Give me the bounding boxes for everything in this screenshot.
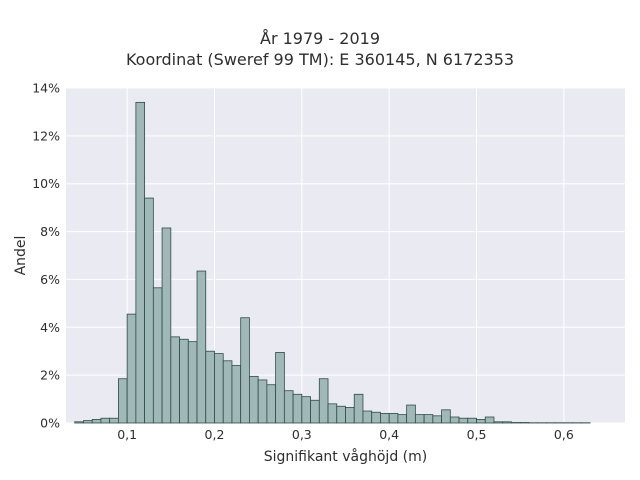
y-tick-label: 0%	[40, 416, 60, 431]
chart-title: År 1979 - 2019	[260, 29, 380, 48]
histogram-bar	[257, 379, 268, 424]
histogram-bar	[205, 350, 215, 424]
x-tick-label: 0,4	[379, 427, 399, 442]
y-tick-label: 14%	[32, 81, 60, 96]
histogram-bar	[161, 227, 172, 424]
histogram-bar	[118, 378, 128, 424]
x-tick-label: 0,6	[554, 427, 574, 442]
histogram-bar	[126, 313, 137, 424]
histogram-bar	[144, 197, 154, 424]
x-tick-label: 0,2	[205, 427, 225, 442]
histogram-bar	[432, 415, 442, 424]
histogram-bar	[301, 396, 311, 424]
histogram-bar	[467, 417, 477, 424]
histogram-bar	[83, 420, 93, 424]
histogram-bar	[423, 414, 434, 424]
histogram-bar	[318, 378, 329, 424]
histogram-bar	[266, 384, 277, 424]
histogram-bar	[353, 393, 364, 424]
histogram-bar	[441, 409, 451, 424]
chart-subtitle: Koordinat (Sweref 99 TM): E 360145, N 61…	[125, 50, 515, 69]
histogram-bar	[292, 393, 303, 424]
histogram-bar	[91, 419, 102, 424]
histogram-bar	[283, 390, 294, 424]
y-axis-label: Andel	[13, 236, 29, 276]
gridlines	[66, 87, 625, 424]
histogram-bar	[231, 365, 242, 424]
histogram-bar	[275, 352, 285, 424]
histogram-bar	[380, 413, 390, 424]
histogram-bar	[310, 399, 320, 424]
histogram-bar	[414, 414, 425, 424]
histogram-bar	[152, 287, 163, 424]
histogram-bar	[502, 421, 512, 424]
histogram-bar	[74, 421, 84, 424]
histogram-bar	[135, 101, 146, 424]
histogram-bar	[222, 360, 233, 424]
histogram-bar	[187, 341, 198, 424]
histogram-bar	[109, 417, 119, 424]
histogram-bar	[100, 417, 111, 424]
histogram-bar	[493, 421, 504, 424]
histogram-bar	[476, 419, 486, 424]
histogram-bar	[449, 416, 460, 424]
histogram-bars	[74, 101, 591, 424]
histogram-bar	[484, 416, 495, 424]
histogram-bar	[249, 375, 259, 424]
histogram-bar	[214, 353, 224, 424]
y-tick-label: 4%	[40, 320, 60, 335]
x-axis-ticks: 0,1 0,2 0,3 0,4 0,5 0,6	[117, 427, 574, 442]
histogram-bar	[458, 417, 469, 424]
histogram-bar	[397, 414, 408, 424]
x-axis-label: Signifikant våghöjd (m)	[264, 448, 427, 465]
histogram-bar	[388, 413, 399, 424]
histogram-bar	[345, 407, 355, 424]
y-tick-label: 12%	[32, 128, 60, 143]
histogram-bar	[196, 270, 207, 424]
histogram-bar	[327, 403, 338, 424]
x-tick-label: 0,5	[467, 427, 487, 442]
y-tick-label: 8%	[40, 224, 60, 239]
histogram-bar	[371, 411, 381, 424]
y-tick-label: 10%	[32, 176, 60, 191]
histogram-bar	[179, 338, 189, 424]
x-tick-label: 0,3	[292, 427, 312, 442]
y-axis-ticks: 0% 2% 4% 6% 8% 10% 12% 14%	[32, 81, 60, 431]
histogram-bar	[336, 405, 346, 424]
histogram-bar	[170, 336, 180, 424]
x-tick-label: 0,1	[117, 427, 137, 442]
histogram-bar	[240, 317, 250, 424]
y-tick-label: 2%	[40, 368, 60, 383]
histogram-bar	[406, 404, 416, 424]
histogram-bar	[362, 410, 373, 424]
y-tick-label: 6%	[40, 272, 60, 287]
